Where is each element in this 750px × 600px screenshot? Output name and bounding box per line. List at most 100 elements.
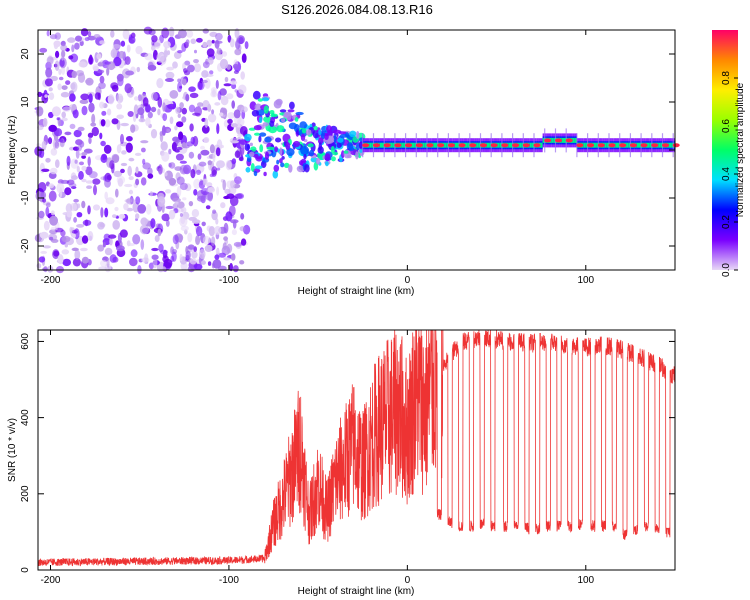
noise-blob <box>234 150 241 158</box>
noise-blob <box>211 236 216 247</box>
noise-blob <box>193 59 199 64</box>
noise-blob <box>99 132 103 140</box>
carrier-core <box>564 137 567 143</box>
carrier-peak <box>426 143 434 148</box>
noise-blob <box>163 50 168 58</box>
noise-blob <box>176 201 185 209</box>
noise-blob <box>103 175 107 182</box>
noise-blob <box>147 64 157 71</box>
noise-blob <box>110 48 118 59</box>
noise-blob <box>241 53 247 63</box>
noise-blob <box>77 144 82 152</box>
transition-blob <box>336 142 342 149</box>
noise-blob <box>137 107 145 116</box>
noise-blob <box>172 197 181 203</box>
noise-blob <box>66 210 73 218</box>
carrier-core <box>412 142 415 148</box>
noise-blob <box>205 205 211 210</box>
noise-blob <box>200 149 210 156</box>
noise-blob <box>93 204 100 211</box>
noise-blob <box>43 220 50 231</box>
noise-blob <box>130 124 136 133</box>
carrier-peak <box>533 143 541 148</box>
noise-blob <box>167 103 176 110</box>
noise-blob <box>64 131 72 136</box>
noise-blob <box>181 116 187 123</box>
carrier-peak <box>555 138 562 143</box>
noise-blob <box>187 266 195 273</box>
noise-blob <box>106 174 112 181</box>
noise-blob <box>244 41 249 50</box>
noise-blob <box>104 247 113 256</box>
noise-blob <box>188 151 195 159</box>
carrier-core <box>379 142 383 148</box>
carrier-peak <box>501 143 509 148</box>
noise-blob <box>207 261 212 266</box>
noise-blob <box>53 250 60 257</box>
noise-blob <box>119 229 128 238</box>
noise-blob <box>127 243 135 247</box>
noise-blob <box>106 108 112 116</box>
noise-blob <box>149 191 153 197</box>
noise-blob <box>233 109 241 119</box>
noise-blob <box>69 226 73 233</box>
noise-blob <box>164 172 168 177</box>
noise-blob <box>231 100 235 109</box>
noise-blob <box>148 262 154 270</box>
noise-blob <box>69 123 76 129</box>
noise-blob <box>223 83 232 87</box>
transition-blob <box>289 101 295 110</box>
transition-blob <box>324 133 329 140</box>
noise-blob <box>92 65 99 72</box>
carrier-core <box>671 142 674 148</box>
noise-blob <box>209 173 214 178</box>
noise-blob <box>202 235 211 245</box>
noise-blob <box>232 265 239 273</box>
noise-blob <box>61 85 68 90</box>
noise-blob <box>222 179 226 191</box>
noise-blob <box>61 50 66 58</box>
noise-blob <box>54 141 60 149</box>
noise-blob <box>103 233 111 241</box>
noise-blob <box>99 75 105 84</box>
noise-blob <box>176 146 183 151</box>
noise-blob <box>104 119 111 128</box>
noise-blob <box>157 164 163 175</box>
noise-blob <box>202 107 209 111</box>
noise-blob <box>39 231 49 239</box>
noise-blob <box>234 176 242 185</box>
noise-blob <box>145 203 152 215</box>
noise-blob <box>163 258 173 269</box>
noise-blob <box>55 159 60 169</box>
noise-blob <box>116 73 124 82</box>
noise-blob <box>159 131 164 143</box>
transition-blob <box>258 135 262 143</box>
carrier-core <box>497 142 500 148</box>
noise-blob <box>55 50 60 59</box>
noise-blob <box>104 61 111 65</box>
noise-blob <box>208 226 216 237</box>
noise-blob <box>157 96 163 108</box>
noise-blob <box>196 169 201 175</box>
carrier-core <box>371 142 374 148</box>
transition-blob <box>281 118 286 123</box>
x-tick-label: -200 <box>40 275 60 286</box>
noise-blob <box>177 81 183 93</box>
noise-blob <box>187 244 195 250</box>
noise-blob <box>224 188 231 194</box>
noise-blob <box>53 40 61 48</box>
noise-blob <box>50 226 58 231</box>
carrier-peak <box>597 143 605 148</box>
noise-blob <box>176 121 184 128</box>
noise-blob <box>61 117 68 122</box>
noise-blob <box>231 229 237 236</box>
noise-blob <box>180 216 186 225</box>
carrier-core <box>647 142 650 148</box>
noise-blob <box>113 56 122 67</box>
noise-blob <box>81 105 88 116</box>
transition-blob <box>307 143 314 148</box>
transition-blob <box>276 159 280 165</box>
noise-blob <box>130 249 138 258</box>
noise-blob <box>160 249 168 255</box>
